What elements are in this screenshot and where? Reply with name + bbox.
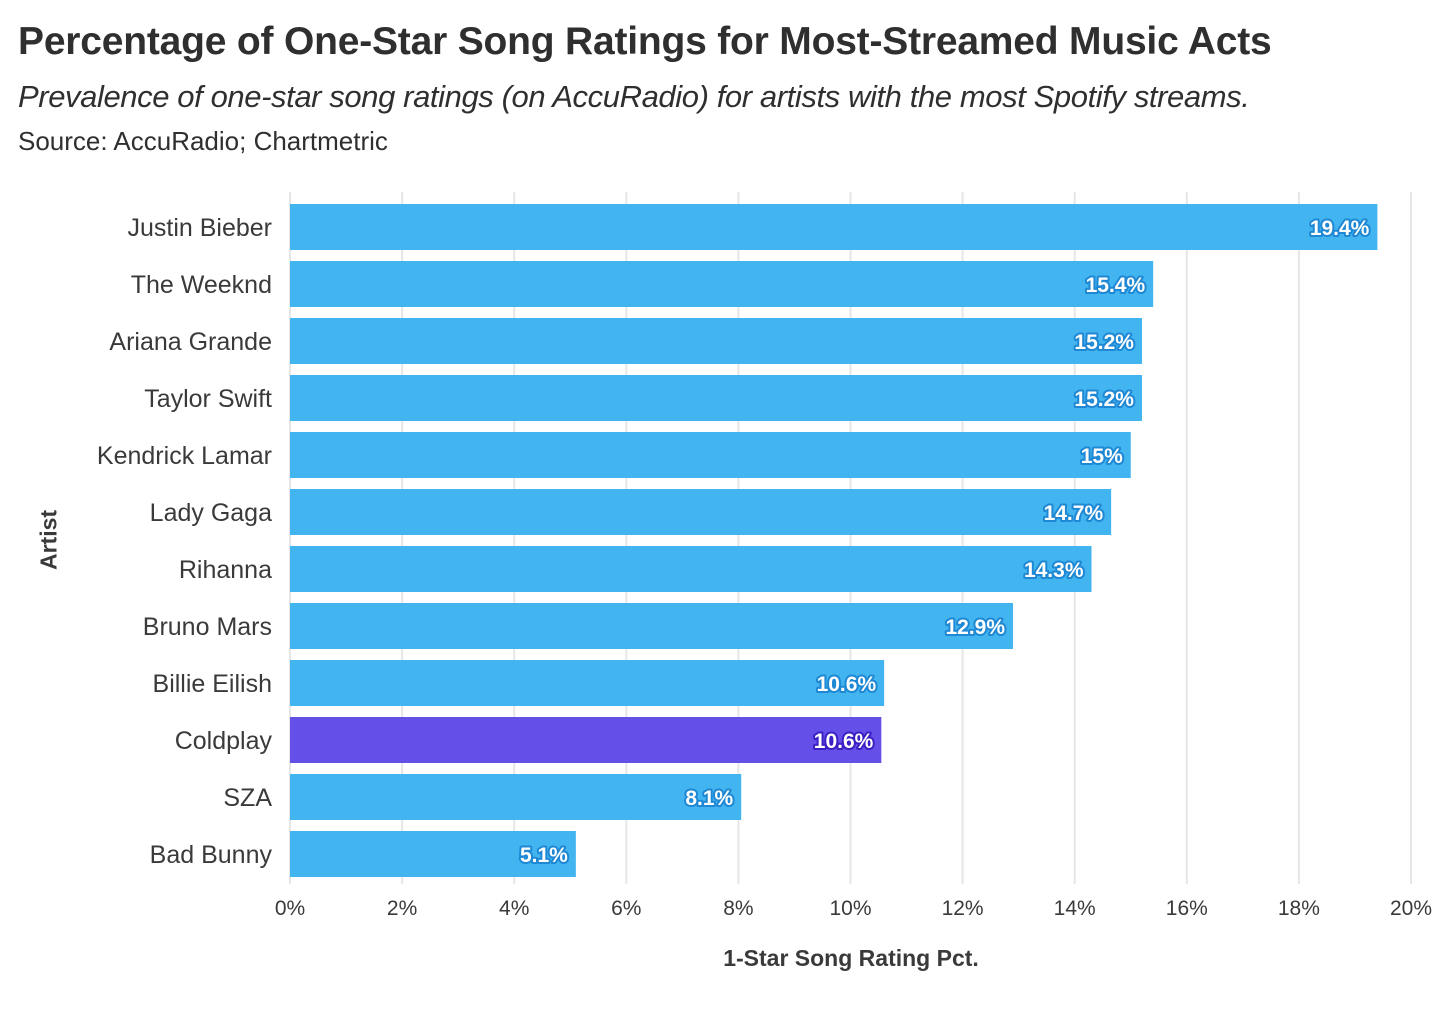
category-label: Rihanna bbox=[179, 556, 272, 584]
chart-subtitle: Prevalence of one-star song ratings (on … bbox=[18, 79, 1250, 114]
bars bbox=[290, 204, 1378, 877]
data-label: 15% bbox=[1081, 445, 1123, 468]
x-tick-label: 6% bbox=[611, 897, 641, 920]
data-label: 15.2% bbox=[1074, 331, 1134, 354]
bar bbox=[290, 261, 1154, 307]
x-axis-label: 1-Star Song Rating Pct. bbox=[723, 945, 979, 971]
data-label: 19.4% bbox=[1310, 217, 1370, 240]
bar bbox=[290, 831, 576, 877]
x-tick-label: 20% bbox=[1390, 897, 1432, 920]
data-label: 15.4% bbox=[1086, 274, 1146, 297]
x-tick-label: 8% bbox=[723, 897, 753, 920]
category-label: Ariana Grande bbox=[109, 328, 272, 356]
bar bbox=[290, 546, 1092, 592]
data-label: 12.9% bbox=[945, 616, 1005, 639]
category-label: Bruno Mars bbox=[143, 613, 272, 641]
bar bbox=[290, 318, 1142, 364]
data-label: 14.7% bbox=[1044, 502, 1104, 525]
x-tick-label: 16% bbox=[1166, 897, 1208, 920]
data-label: 10.6% bbox=[814, 730, 874, 753]
data-label: 10.6% bbox=[817, 673, 877, 696]
bar bbox=[290, 774, 742, 820]
bar bbox=[290, 432, 1131, 478]
category-label: The Weeknd bbox=[131, 271, 272, 299]
x-tick-label: 0% bbox=[275, 897, 305, 920]
category-labels: Justin Bieber The Weeknd Ariana Grande Tayl… bbox=[97, 214, 273, 869]
bar bbox=[290, 375, 1142, 421]
data-label: 14.3% bbox=[1024, 559, 1084, 582]
x-tick-label: 14% bbox=[1054, 897, 1096, 920]
bar bbox=[290, 489, 1112, 535]
category-label: SZA bbox=[223, 784, 272, 812]
x-tick-label: 10% bbox=[829, 897, 871, 920]
bar bbox=[290, 660, 885, 706]
bar-highlight bbox=[290, 717, 882, 763]
category-label: Taylor Swift bbox=[144, 385, 272, 413]
x-tick-label: 2% bbox=[387, 897, 417, 920]
x-tick-label: 4% bbox=[499, 897, 529, 920]
category-label: Justin Bieber bbox=[127, 214, 272, 242]
chart-title: Percentage of One-Star Song Ratings for … bbox=[18, 20, 1272, 63]
data-labels: 19.4% 15.4% 15.2% 15.2% 15% 14.7% 14.3% 12.9% 10… bbox=[518, 215, 1372, 869]
category-label: Kendrick Lamar bbox=[97, 442, 272, 470]
data-label: 5.1% bbox=[520, 844, 568, 867]
x-tick-labels: 0% 2% 4% 6% 8% 10% 12% 14% 16% 18% 20% bbox=[275, 897, 1432, 920]
gridlines bbox=[289, 192, 1412, 884]
x-tick-label: 18% bbox=[1278, 897, 1320, 920]
data-label: 8.1% bbox=[685, 787, 733, 810]
bar bbox=[290, 603, 1014, 649]
category-label: Lady Gaga bbox=[150, 499, 272, 527]
data-label: 15.2% bbox=[1074, 388, 1134, 411]
chart-source: Source: AccuRadio; Chartmetric bbox=[18, 126, 388, 156]
category-label: Billie Eilish bbox=[153, 670, 272, 698]
bar bbox=[290, 204, 1378, 250]
category-label: Bad Bunny bbox=[150, 841, 273, 869]
category-label: Coldplay bbox=[175, 727, 273, 755]
x-tick-label: 12% bbox=[942, 897, 984, 920]
